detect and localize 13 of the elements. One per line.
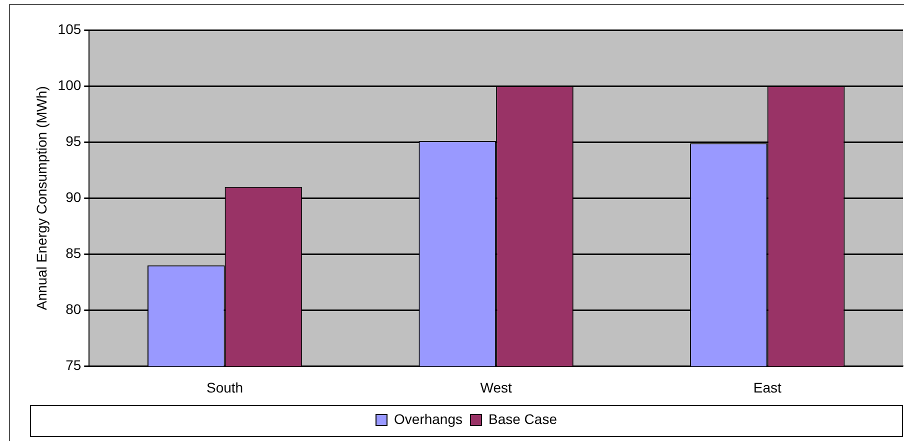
y-tick-label: 105 (58, 20, 82, 37)
y-tick-label: 75 (66, 357, 82, 374)
x-tick-label: West (480, 379, 512, 396)
legend-label: Base Case (488, 410, 558, 427)
y-axis-title: Annual Energy Consumption (MWh) (33, 86, 50, 310)
legend-label: Overhangs (394, 410, 462, 427)
y-tick-label: 80 (66, 301, 82, 318)
y-tick-label: 100 (58, 76, 82, 93)
x-tick-label: East (753, 379, 782, 396)
x-tick-label: South (206, 379, 244, 396)
y-tick-label: 85 (66, 244, 82, 261)
y-tick-label: 95 (66, 132, 82, 149)
y-tick-label: 90 (66, 188, 82, 205)
